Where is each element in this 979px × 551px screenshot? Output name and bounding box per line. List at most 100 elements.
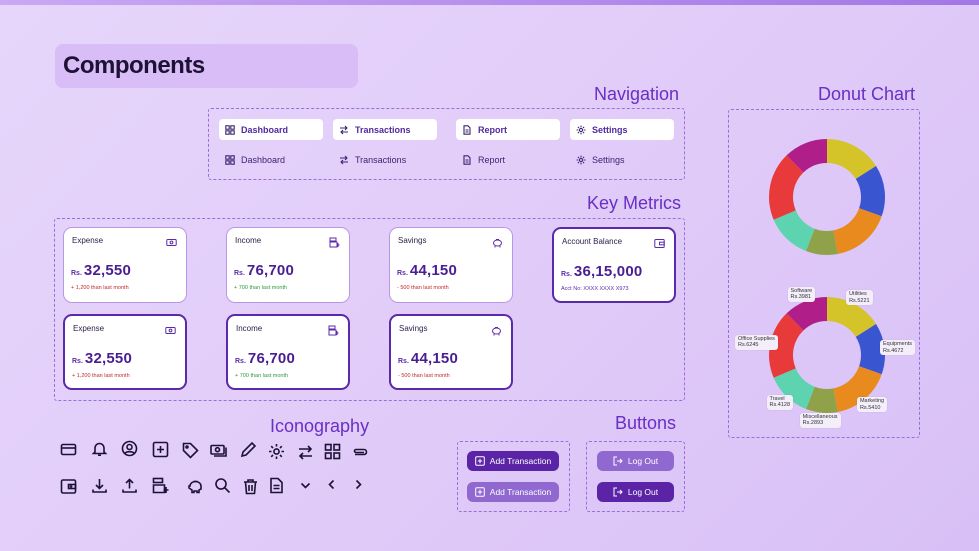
metric-value: 44,150 [410,350,458,367]
metric-value: 44,150 [409,262,457,279]
donut-labeled-slice-utilities [827,297,877,337]
money-icon [210,442,227,459]
chevron-right-icon [350,476,367,493]
nav-settings[interactable]: Settings [570,149,674,170]
log-out-label: Log Out [627,487,659,497]
nav-label: Settings [592,124,628,135]
top-accent-bar [0,0,979,5]
wallet-icon [60,478,77,495]
swap-icon [340,155,348,164]
donut-plain-slice-office-supplies [769,155,804,220]
primary-buttons-container [457,441,570,512]
nav-transactions-active[interactable]: Transactions [333,119,437,140]
metric-value: 36,15,000 [573,263,643,280]
currency: Rs. [235,358,246,365]
currency: Rs. [234,270,245,277]
trash-icon [242,478,259,495]
chart-label-equipments: Equipments Rs.4672 [880,340,916,356]
metric-label: Expense [72,236,104,245]
navigation-heading: Navigation [594,84,680,104]
metric-card-expense[interactable]: Expense Rs. 32,550 + 1,200 than last mont… [63,227,187,303]
piggy-bank-icon [493,239,502,248]
add-transaction-button-hover[interactable]: Add Transaction [467,482,559,502]
key-metrics-container [54,218,685,401]
document-icon [463,124,471,135]
account-number: Acct No: XXXX XXXX X973 [561,286,629,292]
metric-card-savings[interactable]: Savings Rs. 44,150 - 500 than last month [389,227,513,303]
metric-card-income-selected[interactable]: Income Rs. 76,700 + 700 than last month [226,314,350,390]
donut-chart-heading: Donut Chart [818,84,916,104]
plus-square-icon [474,487,485,497]
metric-value: 32,550 [83,262,131,279]
search-icon [214,477,231,494]
donut-chart-labeled [769,297,885,413]
pencil-icon [240,441,257,458]
add-transaction-button[interactable]: Add Transaction [467,451,559,471]
credit-card-icon [60,441,77,458]
chart-label-software: Software Rs.3981 [787,286,816,302]
key-metrics-heading: Key Metrics [587,193,682,213]
nav-label: Report [478,124,507,135]
metric-change: + 700 than last month [234,285,288,291]
nav-label: Transactions [355,124,411,135]
metric-change: - 500 than last month [397,285,449,291]
donut-plain-slice-marketing [833,208,882,254]
download-icon [91,477,108,494]
metric-label: Income [236,324,263,333]
plus-square-icon [152,441,169,458]
log-out-button-hover[interactable]: Log Out [597,451,674,471]
metric-label: Savings [399,324,428,333]
currency: Rs. [397,270,408,277]
nav-label: Dashboard [241,154,286,165]
metric-value: 32,550 [84,350,132,367]
nav-transactions[interactable]: Transactions [333,149,437,170]
donut-plain-slice-software [786,139,827,173]
cash-register-icon [329,237,340,248]
donut-labeled-slice-miscellaneous [805,386,838,413]
piggy-bank-icon [492,327,501,336]
tag-icon [182,442,199,459]
bell-icon [91,440,108,457]
cash-register-icon [328,325,339,336]
log-out-label: Log Out [627,456,659,466]
nav-label: Settings [592,154,625,165]
cash-register-icon [152,477,169,494]
donut-chart-container [728,109,920,438]
metric-card-account-balance[interactable]: Account Balance Rs. 36,15,000 Acct No: XX… [552,227,676,303]
grid-icon [324,443,341,460]
donut-labeled-slice-software [786,297,827,331]
chart-label-miscellaneous: Miscellaneous Rs.2893 [799,412,841,428]
chart-label-utilities: Utilities Rs.5221 [846,290,873,306]
metric-card-expense-selected[interactable]: Expense Rs. 32,550 + 1,200 than last mont… [63,314,187,390]
metric-change: - 500 than last month [398,373,450,379]
nav-dashboard-active[interactable]: Dashboard [219,119,323,140]
metric-label: Savings [398,236,427,245]
log-out-button[interactable]: Log Out [597,482,674,502]
donut-labeled-slice-office-supplies [769,313,804,378]
logout-icon [613,456,623,466]
gear-icon [576,125,586,134]
currency: Rs. [71,270,82,277]
nav-label: Transactions [355,154,407,165]
navigation-container [208,108,685,180]
logout-icon [613,487,623,497]
swap-icon [297,444,314,461]
nav-report[interactable]: Report [456,149,560,170]
nav-dashboard[interactable]: Dashboard [219,149,323,170]
upload-icon [121,477,138,494]
money-icon [165,327,176,334]
chart-label-office-supplies: Office Supplies Rs.6245 [735,334,778,350]
metric-value: 76,700 [246,262,294,279]
buttons-heading: Buttons [615,413,677,433]
grid-icon [225,124,235,135]
metric-card-savings-selected[interactable]: Savings Rs. 44,150 - 500 than last month [389,314,513,390]
donut-plain-slice-utilities [827,139,877,179]
plus-square-icon [474,456,485,466]
nav-settings-active[interactable]: Settings [570,119,674,140]
chart-label-travel: Travel Rs.4128 [766,394,794,410]
nav-report-active[interactable]: Report [456,119,560,140]
gear-icon [576,155,586,164]
document-icon [268,477,285,494]
chart-label-marketing: Marketing Rs.5410 [856,397,888,413]
metric-card-income[interactable]: Income Rs. 76,700 + 700 than last month [226,227,350,303]
